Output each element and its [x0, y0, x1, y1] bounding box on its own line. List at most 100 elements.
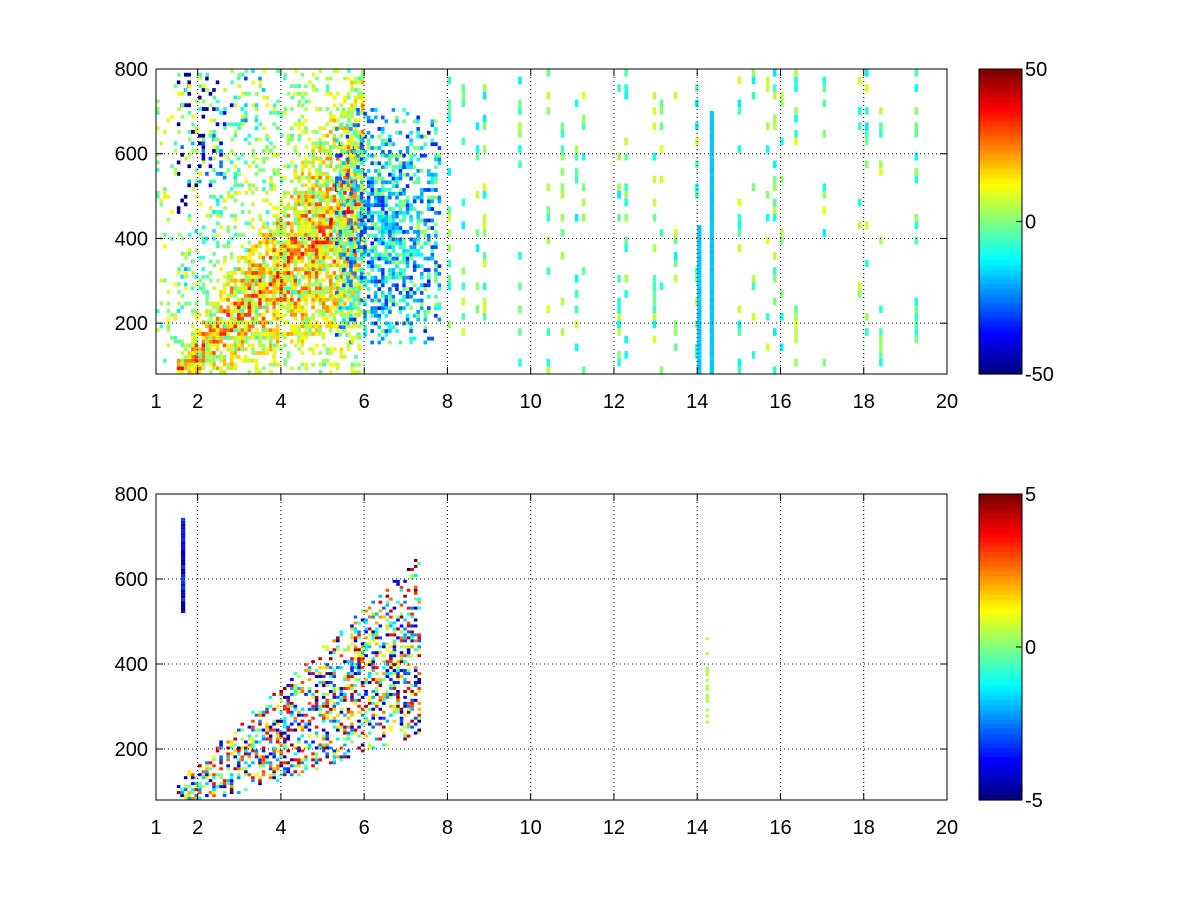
heatmap-cell — [321, 666, 326, 670]
heatmap-cell — [624, 183, 628, 191]
heatmap-cell — [254, 370, 259, 374]
heatmap-cell — [378, 645, 383, 649]
heatmap-cell — [364, 681, 368, 684]
heatmap-cell — [652, 175, 657, 184]
heatmap-cell — [208, 773, 213, 777]
heatmap-cell — [237, 171, 241, 176]
heatmap-cell — [325, 149, 329, 153]
heatmap-cell — [652, 290, 657, 298]
heatmap-cell — [307, 217, 312, 222]
heatmap-cell — [236, 156, 241, 161]
heatmap-cell — [697, 316, 702, 321]
heatmap-cell — [338, 268, 343, 272]
heatmap-cell — [255, 156, 259, 161]
heatmap-cell — [293, 244, 298, 249]
heatmap-cell — [378, 683, 383, 687]
heatmap-cell — [354, 244, 358, 249]
heatmap-cell — [697, 297, 702, 302]
colorbar-step — [979, 207, 1022, 213]
heatmap-cell — [398, 203, 403, 208]
heatmap-cell — [384, 252, 389, 257]
heatmap-cell — [321, 701, 326, 705]
heatmap-cell — [338, 287, 343, 291]
heatmap-cell — [183, 776, 188, 780]
colorbar-step — [979, 575, 1022, 581]
heatmap-cell — [212, 305, 216, 310]
heatmap-cell — [283, 343, 287, 348]
heatmap-cell — [198, 773, 202, 777]
y-tick-label: 400 — [115, 654, 148, 676]
heatmap-cell — [293, 672, 298, 676]
heatmap-cell — [352, 321, 357, 326]
heatmap-cell — [705, 699, 710, 703]
heatmap-cell — [304, 210, 308, 214]
colorbar-step — [979, 532, 1022, 538]
heatmap-cell — [373, 306, 378, 311]
heatmap-cell — [300, 343, 305, 348]
heatmap-cell — [187, 358, 191, 363]
heatmap-cell — [343, 692, 347, 696]
heatmap-cell — [822, 229, 827, 237]
heatmap-cell — [229, 290, 234, 294]
heatmap-cell — [709, 267, 714, 272]
heatmap-cell — [308, 328, 312, 333]
heatmap-cell — [737, 145, 742, 153]
heatmap-cell — [328, 370, 333, 374]
heatmap-cell — [382, 666, 386, 670]
heatmap-cell — [412, 249, 417, 253]
heatmap-cell — [198, 164, 202, 169]
heatmap-cell — [261, 232, 266, 237]
heatmap-cell — [286, 252, 291, 256]
heatmap-cell — [293, 286, 298, 291]
heatmap-cell — [311, 160, 315, 165]
heatmap-cell — [328, 76, 333, 81]
heatmap-cell — [624, 69, 628, 77]
heatmap-cell — [416, 249, 420, 253]
heatmap-cell — [705, 693, 710, 697]
heatmap-cell — [283, 320, 287, 325]
heatmap-cell — [268, 728, 273, 732]
heatmap-cell — [381, 302, 385, 307]
heatmap-cell — [336, 645, 340, 649]
heatmap-cell — [194, 282, 199, 287]
heatmap-cell — [346, 110, 351, 115]
heatmap-cell — [269, 274, 273, 279]
heatmap-cell — [275, 722, 280, 726]
heatmap-cell — [419, 298, 424, 303]
heatmap-cell — [447, 213, 451, 222]
heatmap-cell — [208, 335, 213, 340]
heatmap-cell — [374, 666, 379, 670]
heatmap-cell — [194, 301, 199, 306]
heatmap-cell — [419, 264, 424, 269]
colorbar-step — [979, 102, 1022, 108]
heatmap-cell — [364, 663, 368, 667]
heatmap-cell — [879, 160, 883, 169]
heatmap-cell — [332, 324, 337, 329]
heatmap-cell — [321, 316, 326, 321]
heatmap-cell — [304, 320, 309, 325]
heatmap-cell — [244, 255, 248, 260]
heatmap-cell — [345, 306, 350, 311]
heatmap-cell — [304, 202, 308, 207]
heatmap-cell — [352, 317, 357, 322]
heatmap-cell — [366, 271, 371, 276]
heatmap-cell — [339, 689, 344, 693]
heatmap-cell — [290, 221, 294, 226]
heatmap-cell — [272, 122, 276, 127]
heatmap-cell — [765, 236, 770, 245]
heatmap-cell — [240, 309, 245, 313]
heatmap-cell — [311, 221, 315, 226]
heatmap-cell — [349, 199, 353, 204]
heatmap-cell — [437, 195, 442, 200]
heatmap-cell — [403, 713, 407, 717]
heatmap-cell — [402, 298, 406, 303]
heatmap-cell — [396, 579, 400, 583]
heatmap-cell — [275, 343, 280, 348]
heatmap-cell — [268, 695, 273, 699]
heatmap-cell — [187, 72, 191, 77]
heatmap-cell — [652, 198, 657, 207]
heatmap-cell — [201, 149, 206, 153]
heatmap-cell — [349, 256, 353, 261]
heatmap-cell — [297, 339, 302, 344]
heatmap-cell — [370, 153, 374, 158]
